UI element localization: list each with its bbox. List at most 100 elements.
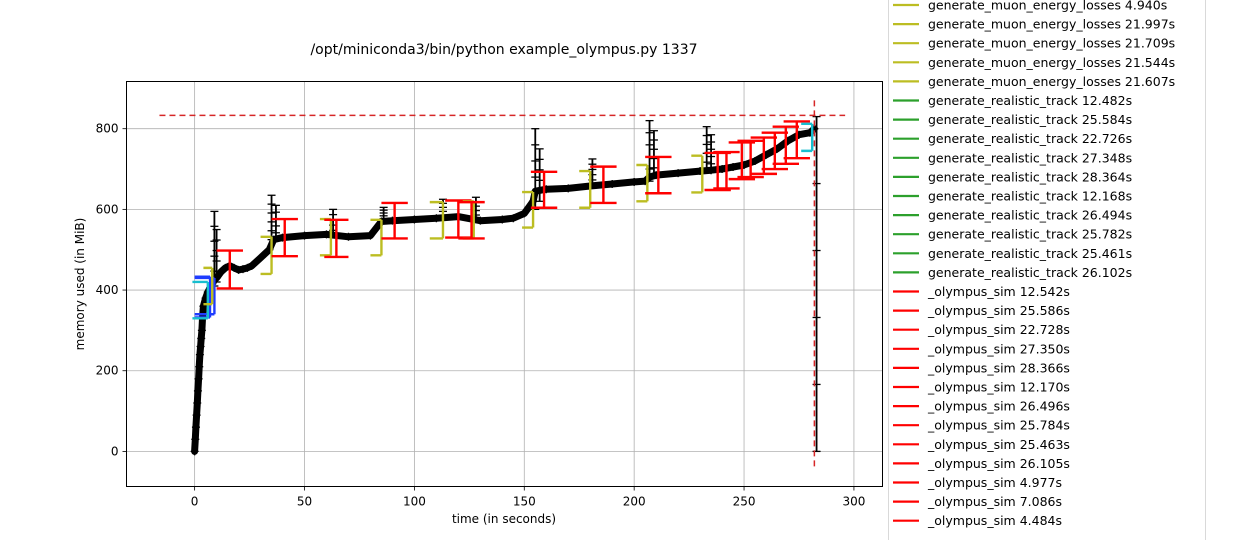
red-function-bracket (530, 170, 558, 209)
x-axis-label: time (in seconds) (452, 512, 556, 526)
legend-label: generate_realistic_track 25.782s (928, 227, 1132, 242)
memory-point (260, 249, 269, 258)
legend-label: _olympus_sim 25.784s (927, 418, 1070, 433)
red-function-bracket (381, 201, 408, 240)
cyan-function-bracket (192, 280, 210, 320)
y-axis-ticks: 0 200 400 600 800 (96, 122, 127, 458)
legend-label: _olympus_sim 25.586s (927, 303, 1070, 318)
red-function-bracket (645, 155, 672, 195)
olive-function-bracket (691, 154, 704, 194)
legend-label: generate_realistic_track 25.584s (928, 112, 1132, 127)
memory-point (608, 179, 617, 188)
legend-label: generate_muon_energy_losses 21.709s (928, 36, 1175, 51)
memory-point (196, 342, 205, 351)
plot-background (126, 81, 883, 487)
memory-point (247, 261, 256, 270)
legend-label: generate_muon_energy_losses 4.940s (928, 0, 1167, 13)
red-function-bracket (783, 120, 810, 160)
legend-label: _olympus_sim 4.977s (927, 475, 1062, 490)
memory-point (195, 362, 204, 371)
legend-label: generate_realistic_track 25.461s (928, 246, 1132, 261)
red-function-bracket (750, 136, 778, 176)
memory-point (193, 386, 202, 395)
y-tick-label: 0 (111, 444, 119, 458)
function-brackets-layer (192, 120, 814, 320)
olive-function-bracket (370, 218, 383, 257)
legend-label: generate_realistic_track 12.168s (928, 189, 1132, 204)
red-function-bracket (713, 150, 740, 190)
cyan-function-bracket (801, 122, 814, 153)
max-memory-lines (159, 100, 846, 468)
grid-lines (126, 81, 883, 487)
legend-frame (888, 0, 1206, 540)
x-tick-label: 250 (733, 495, 756, 509)
y-tick-label: 200 (96, 364, 119, 378)
olive-function-bracket (636, 163, 649, 203)
y-tick-label: 400 (96, 283, 119, 297)
x-tick-label: 150 (513, 495, 536, 509)
red-function-bracket (216, 249, 243, 290)
memory-point (718, 165, 727, 174)
memory-point (751, 156, 760, 165)
chart-title: /opt/miniconda3/bin/python example_olymp… (310, 42, 697, 58)
memory-point (509, 214, 518, 223)
memory-point (197, 334, 206, 343)
memory-point (729, 163, 738, 172)
x-tick-label: 300 (842, 495, 865, 509)
x-tick-label: 0 (191, 495, 199, 509)
y-tick-label: 600 (96, 202, 119, 216)
memory-point (476, 216, 485, 225)
legend-label: _olympus_sim 28.366s (927, 360, 1070, 375)
memory-point (674, 169, 683, 178)
olive-function-bracket (203, 266, 214, 306)
legend-label: _olympus_sim 27.350s (927, 341, 1070, 356)
plot-border (126, 81, 883, 487)
memory-point (194, 374, 203, 383)
memory-point (366, 231, 375, 240)
memory-point (195, 350, 204, 359)
legend-label: generate_realistic_track 26.494s (928, 208, 1132, 223)
memory-point (410, 215, 419, 224)
red-function-bracket (271, 217, 298, 258)
legend-items: generate_muon_energy_losses 4.940s genera… (893, 0, 1175, 528)
legend-label: generate_muon_energy_losses 21.997s (928, 17, 1175, 32)
legend-label: _olympus_sim 4.484s (927, 513, 1062, 528)
memory-point (197, 326, 206, 335)
olive-function-bracket (522, 190, 535, 229)
memory-point (344, 232, 353, 241)
memory-point (252, 257, 261, 266)
memory-point (300, 231, 309, 240)
memory-point (432, 214, 441, 223)
legend-label: _olympus_sim 22.728s (927, 322, 1070, 337)
memory-point (191, 423, 200, 432)
memory-point (234, 265, 243, 274)
red-function-bracket (324, 218, 349, 259)
red-function-bracket (458, 200, 485, 240)
x-tick-label: 200 (623, 495, 646, 509)
legend-label: generate_muon_energy_losses 21.544s (928, 55, 1175, 70)
legend: generate_muon_energy_losses 4.940s genera… (888, 0, 1206, 540)
memory-point (520, 209, 529, 218)
y-axis-label: memory used (in MiB) (73, 218, 87, 351)
legend-label: _olympus_sim 12.542s (927, 284, 1070, 299)
olive-function-bracket (579, 169, 592, 209)
legend-label: generate_realistic_track 28.364s (928, 169, 1132, 184)
legend-label: generate_realistic_track 12.482s (928, 93, 1132, 108)
memory-point (498, 215, 507, 224)
memory-point (190, 447, 199, 456)
memory-point (322, 230, 331, 239)
legend-label: generate_realistic_track 26.102s (928, 265, 1132, 280)
legend-label: _olympus_sim 26.105s (927, 456, 1070, 471)
memory-point (191, 435, 200, 444)
legend-label: generate_muon_energy_losses 21.607s (928, 74, 1175, 89)
x-axis-ticks: 0 50 100 150 200 250 300 (191, 486, 865, 509)
plot-area: 0 50 100 150 200 250 300 0 200 400 600 800 (96, 81, 883, 509)
x-tick-label: 100 (403, 495, 426, 509)
memory-point (238, 265, 247, 274)
memory-point (630, 177, 639, 186)
memory-point (243, 263, 252, 272)
legend-label: _olympus_sim 12.170s (927, 380, 1070, 395)
legend-label: _olympus_sim 26.496s (927, 399, 1070, 414)
y-tick-label: 800 (96, 122, 119, 136)
